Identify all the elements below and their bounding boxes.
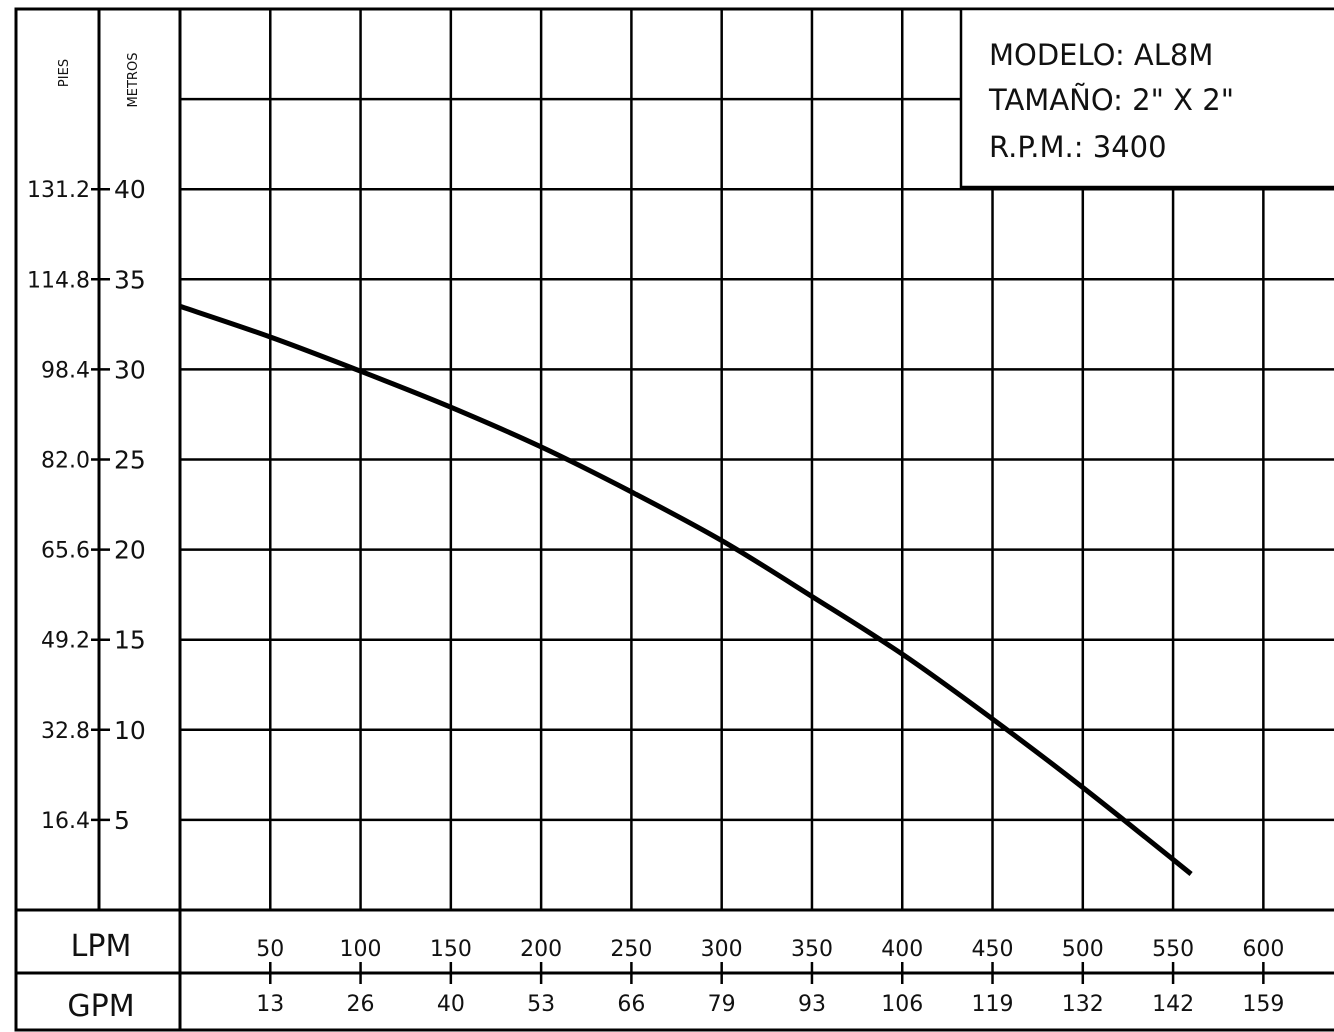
x-axis-ticks: 50 13 100 26 150 40 200 53 250 66 300 79 350 93 400 106… [256,937,1284,1017]
x-axis-lpm-label: LPM [71,929,132,964]
x-tick-label-gpm: 26 [347,992,375,1017]
y-axis-pies-label: PIES [57,59,72,87]
x-tick-label-gpm: 53 [527,992,555,1017]
y-tick-label-metros: 20 [114,536,146,565]
x-tick-label-gpm: 119 [972,992,1014,1017]
y-tick-label-pies: 82.0 [41,449,90,474]
x-tick-label-lpm: 500 [1062,937,1104,962]
y-tick-label-pies: 131.2 [27,178,90,203]
outer-border [14,7,1334,1032]
x-tick-label-lpm: 100 [340,937,382,962]
y-tick-label-pies: 16.4 [41,809,90,834]
y-tick-label-metros: 5 [114,806,130,835]
rpm-text: R.P.M.: 3400 [989,130,1167,164]
x-axis-gpm-label: GPM [67,989,134,1024]
y-tick-label-metros: 10 [114,716,146,745]
info-box [959,7,1334,189]
series-layer [179,303,1193,876]
y-tick-label-pies: 49.2 [41,629,90,654]
x-tick-label-lpm: 200 [520,937,562,962]
y-axis-metros-label: METROS [126,53,141,108]
y-tick-label-metros: 40 [114,175,146,204]
y-tick-label-metros: 15 [114,626,146,655]
x-tick-label-lpm: 600 [1242,937,1284,962]
y-tick-label-pies: 65.6 [41,539,90,564]
y-tick-label-metros: 25 [114,446,146,475]
y-tick-label-pies: 98.4 [41,358,90,383]
x-tick-label-lpm: 300 [701,937,743,962]
x-tick-label-gpm: 142 [1152,992,1194,1017]
x-tick-label-gpm: 79 [708,992,736,1017]
y-axis-ticks: 5 16.4 10 32.8 15 49.2 20 65.6 25 82.0 30 98.4 35 114… [27,175,146,835]
x-tick-label-lpm: 150 [430,937,472,962]
size-text: TAMAÑO: 2" X 2" [988,83,1234,117]
x-tick-label-gpm: 40 [437,992,465,1017]
x-tick-label-lpm: 450 [972,937,1014,962]
x-tick-label-lpm: 250 [610,937,652,962]
y-tick-label-pies: 114.8 [27,268,90,293]
y-tick-label-metros: 30 [114,355,146,384]
x-tick-label-gpm: 159 [1242,992,1284,1017]
x-tick-label-gpm: 132 [1062,992,1104,1017]
x-tick-label-lpm: 350 [791,937,833,962]
x-tick-label-lpm: 400 [881,937,923,962]
y-tick-label-metros: 35 [114,265,146,294]
chart-frame [14,7,1334,1032]
y-tick-label-pies: 32.8 [41,719,90,744]
x-tick-label-gpm: 93 [798,992,826,1017]
x-tick-label-lpm: 550 [1152,937,1194,962]
x-tick-label-gpm: 66 [617,992,645,1017]
x-tick-label-gpm: 106 [881,992,923,1017]
x-tick-label-lpm: 50 [256,937,284,962]
pump-curve-line [179,303,1193,876]
model-text: MODELO: AL8M [989,38,1213,72]
x-tick-label-gpm: 13 [256,992,284,1017]
